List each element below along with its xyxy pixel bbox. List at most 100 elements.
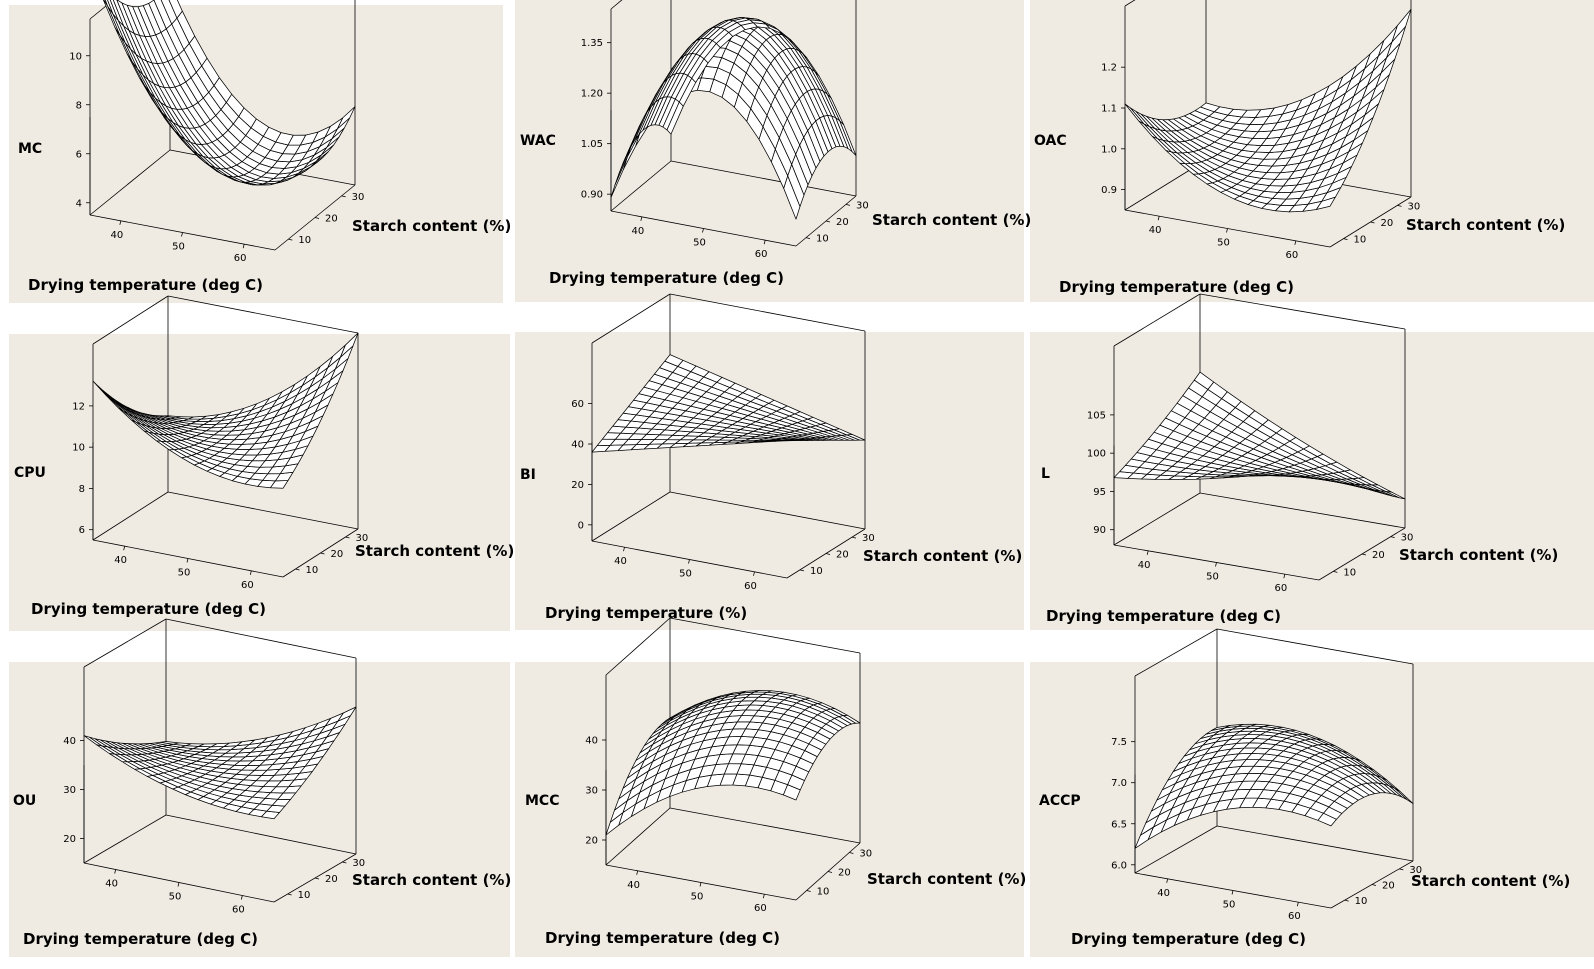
z-tick-label: 4 (76, 198, 82, 209)
surface-mesh (102, 0, 356, 186)
y-tick-label: 20 (838, 868, 851, 879)
y-tick-mark (1344, 899, 1349, 902)
x-tick-mark (640, 216, 643, 221)
y-tick-label: 10 (306, 565, 319, 576)
x-tick-mark (181, 232, 183, 237)
x-tick-label: 60 (241, 580, 254, 591)
z-tick-label: 60 (571, 399, 584, 410)
y-tick-label: 10 (298, 890, 311, 901)
y-tick-label: 20 (325, 214, 338, 225)
surface-cell (168, 0, 183, 19)
x-tick-label: 60 (234, 253, 247, 264)
z-axis-label: OU (13, 793, 36, 809)
surface-mesh (610, 17, 857, 220)
y-tick-mark (799, 569, 805, 572)
y-tick-label: 30 (356, 533, 369, 544)
y-tick-label: 20 (1372, 550, 1385, 561)
box-floor-edge (591, 491, 671, 542)
x-tick-mark (1231, 890, 1234, 895)
box-edge (92, 295, 169, 345)
surface-plot-mcc: 20 30 40 40 50 60 10 20 30 MCC Drying temperature … (515, 617, 1026, 957)
surface-mesh (1134, 723, 1414, 849)
surface-mesh (591, 354, 866, 453)
surface-plot-canvas: 20 30 40 40 50 60 10 20 30 OU Drying temperature (… (13, 618, 511, 948)
x-axis-label: Drying temperature (deg C) (1059, 278, 1294, 296)
x-axis-label: Drying temperature (deg C) (1046, 607, 1281, 625)
surface-cell (160, 741, 180, 745)
box-edge (669, 617, 861, 654)
y-tick-label: 20 (1382, 881, 1395, 892)
x-tick-label: 50 (1206, 572, 1219, 583)
x-tick-label: 60 (1274, 583, 1287, 594)
y-tick-mark (1370, 221, 1375, 224)
z-tick-label: 100 (1087, 449, 1106, 460)
y-tick-mark (345, 536, 350, 539)
x-tick-mark (699, 882, 702, 887)
surface-cell (1200, 102, 1221, 113)
x-tick-mark (123, 546, 126, 551)
z-tick-label: 30 (63, 785, 76, 796)
y-axis-label: Starch content (%) (352, 871, 511, 889)
z-tick-label: 0.9 (1101, 185, 1117, 196)
z-axis-label: MCC (525, 793, 559, 809)
x-tick-label: 60 (744, 581, 757, 592)
y-tick-mark (1371, 884, 1377, 886)
surface-plot-canvas: 6.0 6.5 7.0 7.5 40 50 60 10 20 30 ACCP Drying tempe… (1039, 628, 1570, 948)
z-tick-label: 10 (72, 443, 85, 454)
y-tick-mark (314, 217, 320, 219)
box-floor-edge (610, 160, 672, 212)
x-tick-label: 40 (631, 226, 644, 237)
y-tick-mark (1397, 204, 1402, 207)
x-tick-label: 50 (169, 892, 182, 903)
y-tick-mark (1399, 868, 1404, 871)
surface-cell (162, 415, 182, 419)
z-tick-label: 6 (76, 149, 82, 160)
surface-cell (666, 101, 684, 135)
x-tick-mark (753, 571, 755, 576)
y-tick-mark (1343, 238, 1348, 241)
surface-cell (336, 106, 356, 130)
y-axis-label: Starch content (%) (1411, 872, 1570, 890)
x-axis-label: Drying temperature (deg C) (23, 930, 258, 948)
z-tick-label: 40 (571, 440, 584, 451)
box-floor-edge (165, 814, 357, 855)
x-tick-label: 50 (178, 568, 191, 579)
x-tick-label: 40 (105, 879, 118, 890)
z-tick-label: 95 (1093, 487, 1106, 498)
y-tick-label: 30 (856, 200, 869, 211)
x-tick-mark (688, 559, 690, 564)
y-tick-mark (849, 852, 854, 854)
x-tick-label: 40 (1149, 225, 1162, 236)
box-floor-edge (167, 491, 359, 530)
y-tick-mark (1361, 553, 1367, 556)
y-axis-label: Starch content (%) (352, 217, 511, 235)
y-tick-label: 20 (1381, 218, 1394, 229)
surface-mesh (1124, 8, 1412, 213)
z-tick-label: 8 (76, 100, 82, 111)
box-edge (610, 0, 623, 10)
box-edge (1124, 0, 1136, 7)
x-tick-label: 60 (755, 249, 768, 260)
z-axis-label: OAC (1034, 133, 1067, 149)
box-edge (669, 293, 866, 332)
z-tick-label: 0 (578, 520, 584, 531)
surface-cell (1193, 371, 1215, 390)
x-tick-label: 40 (114, 555, 127, 566)
x-tick-label: 60 (1285, 250, 1298, 261)
y-tick-mark (825, 220, 831, 223)
box-edge (89, 0, 115, 20)
z-axis-label: WAC (520, 133, 556, 149)
x-axis-label: Drying temperature (deg C) (545, 929, 780, 947)
x-axis-label: Drying temperature (deg C) (1071, 930, 1306, 948)
x-tick-label: 60 (232, 905, 245, 916)
z-tick-label: 90 (1093, 525, 1106, 536)
y-tick-label: 10 (1343, 567, 1356, 578)
x-tick-mark (242, 244, 245, 249)
x-tick-mark (702, 228, 704, 233)
surface-plot-ou: 20 30 40 40 50 60 10 20 30 OU Drying temperature (… (9, 618, 511, 957)
z-tick-label: 30 (585, 786, 598, 797)
y-axis-label: Starch content (%) (1406, 216, 1565, 234)
x-tick-label: 50 (679, 569, 692, 580)
y-tick-label: 30 (1408, 201, 1421, 212)
surface-plot-canvas: 0.9 1.0 1.1 1.2 40 50 60 10 20 30 OAC Drying temper… (1034, 0, 1565, 296)
